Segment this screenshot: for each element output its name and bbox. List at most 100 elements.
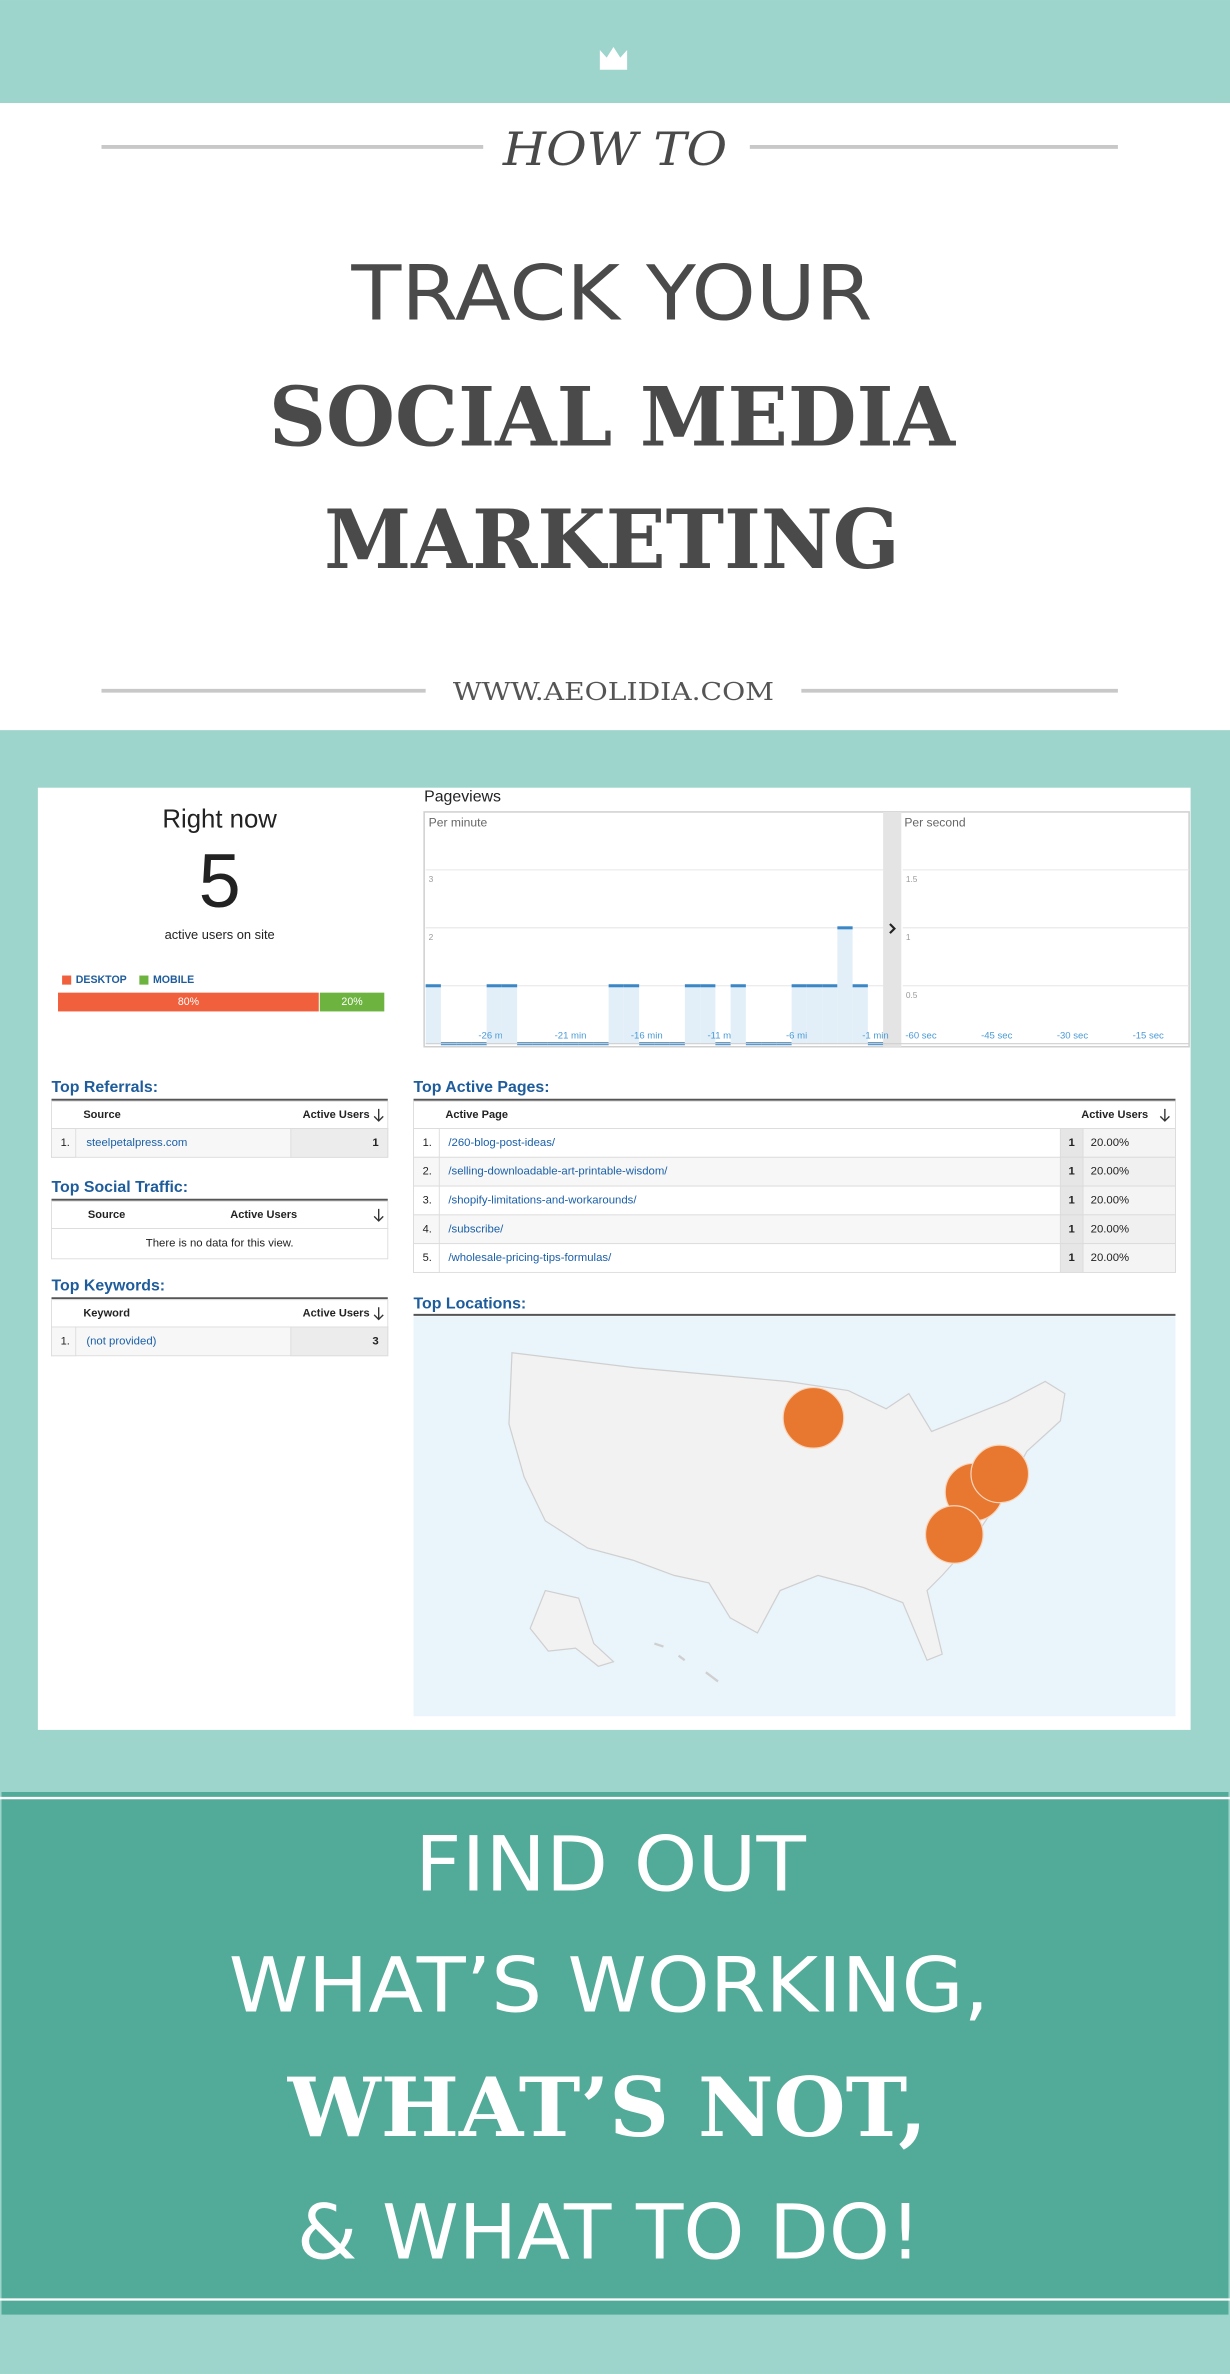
location-bubble xyxy=(970,1444,1030,1504)
table-cell xyxy=(413,1214,1176,1245)
active-users-caption: active users on site xyxy=(165,927,275,942)
x-tick-label: -45 sec xyxy=(981,1031,1012,1042)
row-value: 1 xyxy=(1069,1223,1075,1235)
table-cell xyxy=(51,1299,389,1328)
table-cell xyxy=(413,1156,1176,1187)
map-hawaii xyxy=(654,1642,719,1683)
header-panel xyxy=(0,103,1230,731)
bar xyxy=(822,985,838,1044)
table-cell xyxy=(51,1128,77,1158)
map-alaska xyxy=(529,1589,615,1667)
table-cell xyxy=(413,1243,440,1273)
row-label: (not provided) xyxy=(86,1335,156,1347)
bar xyxy=(425,985,441,1044)
column-header: Active Users xyxy=(1081,1109,1148,1121)
legend-swatch xyxy=(139,975,149,985)
table-cell xyxy=(413,1156,440,1187)
title-line: SOCIAL MEDIA xyxy=(269,369,957,465)
active-users-count: 5 xyxy=(199,839,241,924)
empty-message: There is no data for this view. xyxy=(146,1238,294,1250)
sort-arrow xyxy=(373,1307,384,1321)
row-rank: 1. xyxy=(61,1137,70,1149)
row-value: 1 xyxy=(1069,1166,1075,1178)
footer-line: FIND OUT xyxy=(415,1820,807,1908)
section-title: Top Active Pages: xyxy=(414,1079,550,1096)
bar xyxy=(501,985,518,1044)
table-cell xyxy=(290,1326,389,1357)
column-header: Active Users xyxy=(303,1109,370,1121)
sort-arrow xyxy=(1159,1108,1170,1122)
table-cell xyxy=(51,1326,77,1357)
row-value: 1 xyxy=(1069,1194,1075,1206)
bar xyxy=(684,985,701,1044)
row-value: 1 xyxy=(1069,1252,1075,1264)
row-value: 1 xyxy=(1069,1137,1075,1149)
device-value-label: 20% xyxy=(341,996,363,1008)
column-header: Active Users xyxy=(303,1307,370,1319)
footer-line: WHAT’S NOT, xyxy=(287,2060,927,2156)
row-value: 3 xyxy=(372,1335,378,1347)
row-label: /shopify-limitations-and-workarounds/ xyxy=(448,1194,637,1206)
pageviews-title: Pageviews xyxy=(424,788,501,805)
row-label: /260-blog-post-ideas/ xyxy=(448,1137,556,1149)
y-tick-label: 2 xyxy=(429,932,434,942)
table-cell xyxy=(1082,1156,1176,1187)
location-bubble xyxy=(782,1386,845,1449)
chart-subtitle: Per minute xyxy=(429,816,488,830)
table-cell xyxy=(413,1100,1176,1129)
chart-subtitle: Per second xyxy=(904,816,965,830)
row-label: /selling-downloadable-art-printable-wisd… xyxy=(448,1166,668,1178)
arrow-icon xyxy=(889,923,896,934)
right-now-title: Right now xyxy=(162,806,277,834)
row-percent: 20.00% xyxy=(1091,1166,1130,1178)
device-bar xyxy=(318,991,386,1013)
section-title: Top Referrals: xyxy=(52,1079,159,1096)
sort-arrow xyxy=(373,1108,384,1122)
bar xyxy=(837,927,853,1044)
x-tick-label: -15 sec xyxy=(1133,1031,1164,1042)
x-tick-label: -60 sec xyxy=(905,1031,936,1042)
x-tick-label: -16 min xyxy=(631,1031,663,1042)
map-usa xyxy=(508,1352,1066,1662)
crown-icon xyxy=(599,46,628,70)
table-cell xyxy=(290,1128,389,1158)
column-header: Active Users xyxy=(230,1209,297,1221)
column-header: Keyword xyxy=(83,1307,130,1319)
table-cell xyxy=(413,1128,1176,1158)
section-title: Top Keywords: xyxy=(52,1278,166,1295)
x-tick-label: -21 min xyxy=(555,1031,587,1042)
x-tick-label: -30 sec xyxy=(1057,1031,1088,1042)
sort-arrow xyxy=(373,1208,384,1222)
device-value-label: 80% xyxy=(178,996,200,1008)
y-tick-label: 1 xyxy=(906,932,911,942)
footer-line: & WHAT TO DO! xyxy=(297,2189,921,2277)
row-rank: 3. xyxy=(423,1194,432,1206)
website: WWW.AEOLIDIA.COM xyxy=(453,678,774,706)
x-tick-label: -6 min xyxy=(786,1031,812,1042)
legend-swatch xyxy=(62,975,72,985)
row-value: 1 xyxy=(372,1137,378,1149)
bar xyxy=(791,985,807,1044)
table-cell xyxy=(1082,1243,1176,1273)
x-tick-label: -1 min xyxy=(862,1031,888,1042)
y-tick-label: 1.5 xyxy=(906,874,918,884)
row-percent: 20.00% xyxy=(1091,1194,1130,1206)
x-tick-label: -11 min xyxy=(707,1031,738,1042)
row-rank: 2. xyxy=(423,1166,432,1178)
table-cell xyxy=(413,1214,440,1245)
bar xyxy=(608,985,624,1044)
table-cell xyxy=(51,1100,389,1129)
row-label: /subscribe/ xyxy=(448,1223,504,1235)
title-line: TRACK YOUR xyxy=(350,250,872,338)
table-cell xyxy=(1082,1214,1176,1245)
row-rank: 5. xyxy=(423,1252,432,1264)
table-cell xyxy=(51,1228,389,1260)
bar xyxy=(623,985,640,1044)
column-header: Source xyxy=(88,1209,125,1221)
row-label: steelpetalpress.com xyxy=(86,1137,187,1149)
bar xyxy=(852,985,868,1044)
x-tick-label: -26 min xyxy=(478,1031,510,1042)
y-tick-label: 3 xyxy=(429,874,434,884)
legend-label: MOBILE xyxy=(153,974,194,986)
